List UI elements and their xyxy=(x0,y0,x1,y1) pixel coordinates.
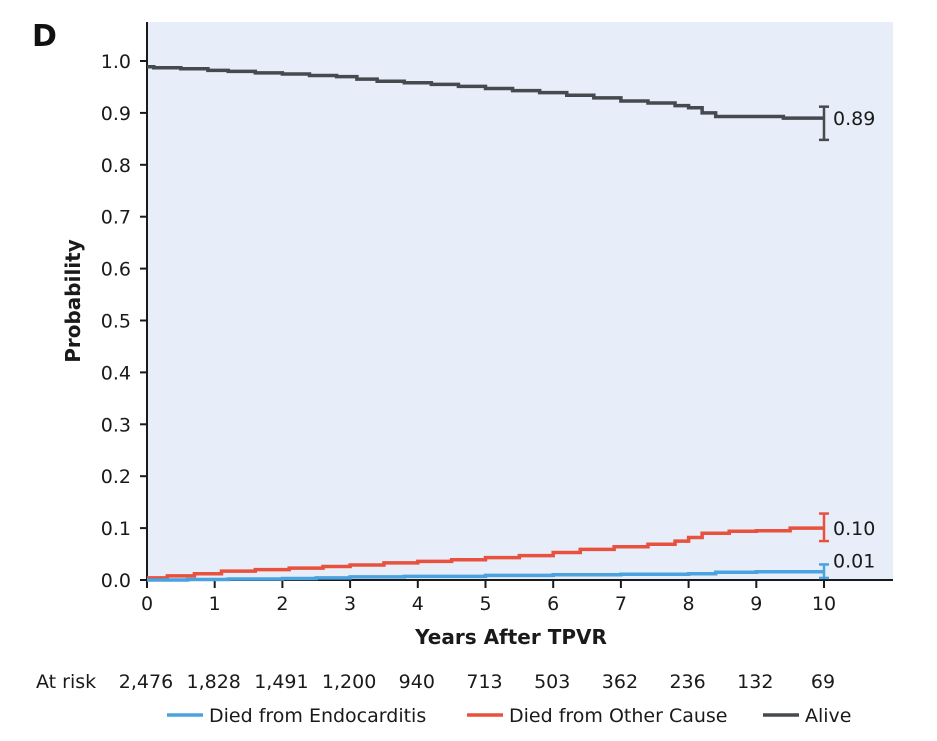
y-axis-ticks: 0.0 0.1 0.2 0.3 0.4 0.5 0.6 0.7 0.8 0.9 1.0 xyxy=(101,51,147,592)
x-tick-label: 0 xyxy=(141,593,153,615)
x-tick-label: 3 xyxy=(344,593,356,615)
y-tick-label: 0.2 xyxy=(101,466,131,488)
at-risk-label: At risk xyxy=(36,671,96,693)
x-tick-label: 9 xyxy=(750,593,762,615)
legend-label-other-cause: Died from Other Cause xyxy=(509,705,727,727)
at-risk-value: 69 xyxy=(811,671,835,693)
series-line-other-cause xyxy=(147,526,824,580)
at-risk-value: 1,491 xyxy=(254,671,308,693)
at-risk-value: 1,200 xyxy=(322,671,376,693)
x-axis-title: Years After TPVR xyxy=(414,625,607,649)
series-line-alive xyxy=(147,64,824,120)
x-tick-label: 6 xyxy=(547,593,559,615)
at-risk-value: 132 xyxy=(737,671,773,693)
x-tick-label: 5 xyxy=(479,593,491,615)
y-tick-label: 0.7 xyxy=(101,207,131,229)
y-tick-label: 0.6 xyxy=(101,259,131,281)
panel-label: D xyxy=(32,19,57,54)
end-value-label-endocarditis: 0.01 xyxy=(833,551,875,573)
at-risk-value: 1,828 xyxy=(186,671,240,693)
y-tick-label: 1.0 xyxy=(101,51,131,73)
y-tick-label: 0.0 xyxy=(101,570,131,592)
legend-label-alive: Alive xyxy=(805,705,852,727)
at-risk-value: 236 xyxy=(669,671,705,693)
x-tick-label: 7 xyxy=(615,593,627,615)
y-tick-label: 0.3 xyxy=(101,414,131,436)
x-tick-label: 8 xyxy=(683,593,695,615)
legend-label-endocarditis: Died from Endocarditis xyxy=(209,705,426,727)
y-tick-label: 0.5 xyxy=(101,311,131,333)
y-tick-label: 0.9 xyxy=(101,103,131,125)
x-tick-label: 4 xyxy=(412,593,424,615)
y-tick-label: 0.4 xyxy=(101,362,131,384)
plot-background xyxy=(147,22,893,580)
y-axis-title: Probability xyxy=(61,239,85,363)
x-tick-label: 2 xyxy=(276,593,288,615)
at-risk-value: 2,476 xyxy=(119,671,173,693)
x-tick-label: 1 xyxy=(209,593,221,615)
y-tick-label: 0.8 xyxy=(101,155,131,177)
series-layer: 0.89 0.10 0.01 xyxy=(147,64,875,582)
y-tick-label: 0.1 xyxy=(101,518,131,540)
series-line-endocarditis xyxy=(147,569,824,582)
at-risk-value: 940 xyxy=(399,671,435,693)
end-value-label-alive: 0.89 xyxy=(833,108,875,130)
at-risk-value: 713 xyxy=(466,671,502,693)
x-tick-label: 10 xyxy=(812,593,836,615)
end-value-label-other-cause: 0.10 xyxy=(833,518,875,540)
x-axis-ticks: 0 1 2 3 4 5 6 7 8 9 10 xyxy=(141,580,836,615)
at-risk-row: At risk 2,476 1,828 1,491 1,200 940 713 503 362… xyxy=(36,671,835,693)
at-risk-value: 503 xyxy=(534,671,570,693)
legend: Died from Endocarditis Died from Other Ca… xyxy=(167,705,852,727)
at-risk-value: 362 xyxy=(602,671,638,693)
